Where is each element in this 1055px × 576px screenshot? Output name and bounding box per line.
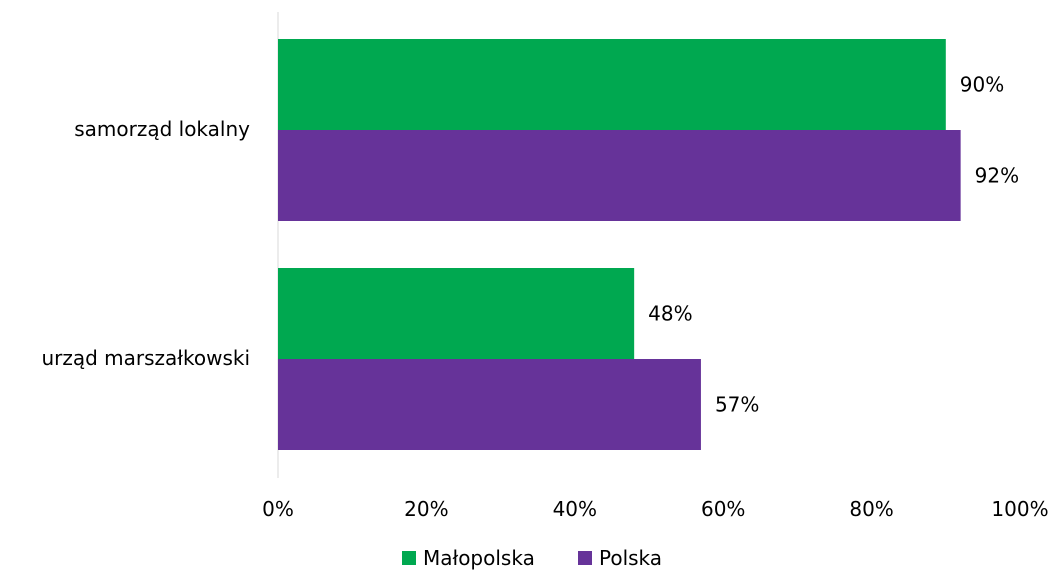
bar-polska-urzad-marszalkowski	[278, 359, 701, 450]
bar-malopolska-urzad-marszalkowski	[278, 268, 635, 359]
category-label-samorzad-lokalny: samorząd lokalny	[74, 117, 250, 141]
x-tick-label-3: 60%	[701, 497, 745, 521]
x-tick-label-0: 0%	[262, 497, 294, 521]
legend-swatch-polska	[578, 551, 592, 565]
x-tick-label-2: 40%	[553, 497, 597, 521]
data-label-polska-urzad-marszalkowski: 57%	[715, 393, 759, 417]
data-label-polska-samorzad-lokalny: 92%	[975, 164, 1019, 188]
x-tick-label-5: 100%	[991, 497, 1048, 521]
legend: Małopolska Polska	[402, 546, 662, 570]
category-label-urzad-marszalkowski: urząd marszałkowski	[41, 346, 250, 370]
bar-polska-samorzad-lokalny	[278, 130, 961, 221]
legend-swatch-malopolska	[402, 551, 416, 565]
data-label-malopolska-samorzad-lokalny: 90%	[960, 73, 1004, 97]
legend-label-polska: Polska	[599, 546, 662, 570]
bar-malopolska-samorzad-lokalny	[278, 39, 946, 130]
x-tick-label-4: 80%	[849, 497, 893, 521]
legend-label-malopolska: Małopolska	[423, 546, 535, 570]
data-label-malopolska-urzad-marszalkowski: 48%	[648, 302, 692, 326]
x-tick-label-1: 20%	[404, 497, 448, 521]
